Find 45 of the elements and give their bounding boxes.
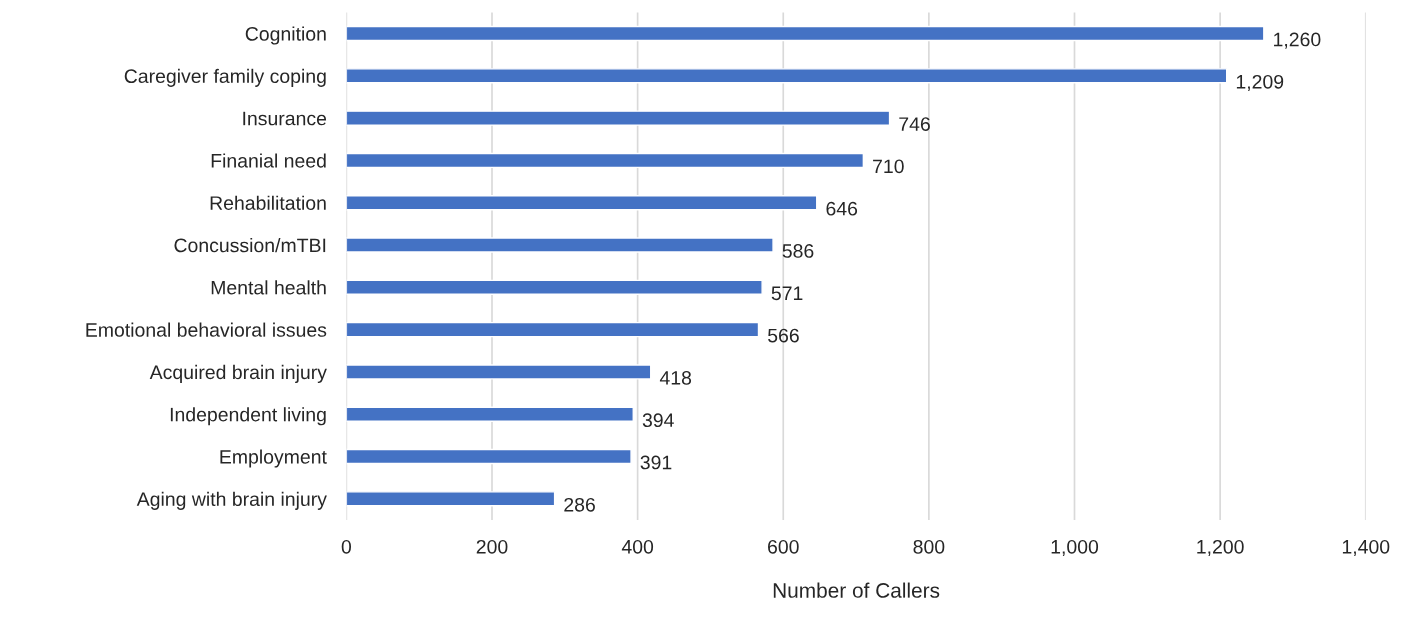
- y-tick-label: Insurance: [243, 111, 327, 126]
- y-tick-label: Acquired brain injury: [149, 364, 327, 383]
- data-label: 394: [642, 413, 674, 428]
- x-tick-label: 1,200: [1197, 539, 1244, 556]
- bar: [346, 152, 865, 169]
- x-axis-title: Number of Callers: [773, 582, 940, 598]
- x-tick-label: 0: [341, 539, 352, 554]
- data-label: 566: [768, 328, 799, 343]
- bar: [346, 448, 632, 465]
- bar: [346, 364, 652, 380]
- data-label: 746: [899, 117, 930, 131]
- y-tick-label: Emotional behavioral issues: [86, 322, 327, 337]
- data-label: 1,260: [1274, 32, 1321, 49]
- bar: [346, 68, 1228, 84]
- bar: [346, 237, 774, 253]
- y-tick-label: Aging with brain injury: [136, 491, 327, 510]
- data-label: 710: [873, 159, 904, 174]
- y-tick-label: Cognition: [245, 26, 326, 45]
- data-label: 586: [782, 244, 814, 258]
- bar: [346, 406, 634, 422]
- x-tick-label: 800: [913, 539, 945, 554]
- x-tick-label: 1,000: [1051, 539, 1099, 556]
- y-tick-label: Caregiver family coping: [124, 68, 326, 87]
- data-label: 571: [771, 286, 803, 301]
- x-tick-label: 200: [476, 539, 508, 554]
- bar: [346, 321, 760, 338]
- x-tick-label: 1,400: [1342, 539, 1390, 556]
- y-tick-label: Mental health: [211, 280, 326, 295]
- bar: [346, 491, 556, 507]
- data-label: 286: [564, 497, 595, 512]
- y-tick-label: Rehabilitation: [210, 195, 326, 210]
- y-tick-label: Independent living: [170, 407, 326, 426]
- bar: [346, 279, 763, 295]
- bar: [346, 195, 818, 211]
- bar: [346, 110, 891, 126]
- bar: [346, 25, 1265, 42]
- data-label: 391: [640, 455, 672, 470]
- data-label: 1,209: [1236, 74, 1284, 91]
- x-tick-label: 600: [768, 539, 799, 554]
- x-tick-label: 400: [621, 539, 654, 554]
- data-label: 418: [659, 370, 692, 385]
- y-tick-label: Concussion/mTBI: [174, 237, 326, 253]
- data-label: 646: [826, 201, 858, 216]
- y-tick-label: Employment: [220, 449, 327, 468]
- y-tick-label: Finanial need: [211, 153, 326, 168]
